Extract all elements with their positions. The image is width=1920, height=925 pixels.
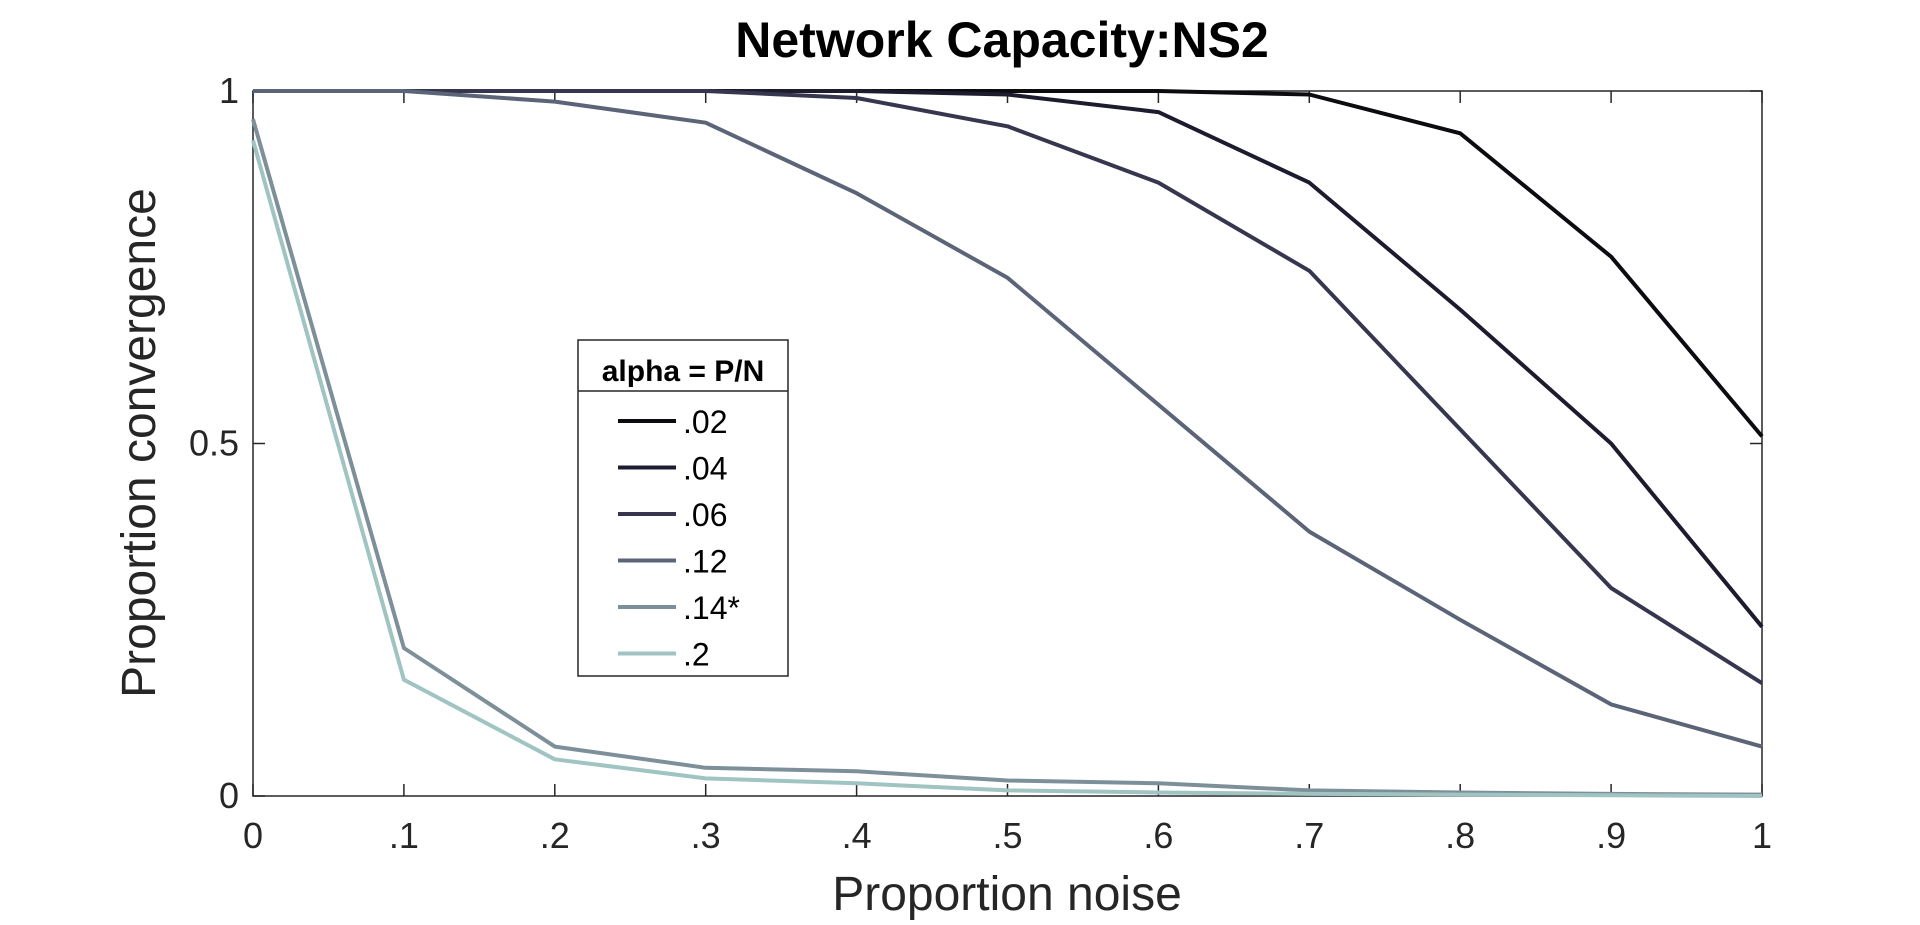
y-tick-label: 0 [219,775,239,816]
x-axis: 0 .1 .2 .3 .4 .5 .6 .7 .8 .9 1 [243,91,1772,856]
y-axis: 00.51 [189,70,1762,816]
x-tick-label: .8 [1445,815,1475,856]
legend-label: .02 [683,404,727,440]
x-tick-label: .2 [540,815,570,856]
plot-area [252,90,1763,797]
x-tick-label: .3 [691,815,721,856]
y-tick-label: 0.5 [189,423,239,464]
legend: alpha = P/N .02 .04 .06 .12 .14* .2 [577,339,789,677]
x-axis-label: Proportion noise [832,868,1182,921]
legend-label: .04 [683,451,727,487]
x-tick-label: .1 [389,815,419,856]
x-tick-label: .7 [1294,815,1324,856]
legend-items: .02 .04 .06 .12 .14* .2 [618,404,740,673]
legend-label: .06 [683,497,727,533]
legend-title: alpha = P/N [602,355,765,388]
x-tick-label: .6 [1143,815,1173,856]
legend-label: .12 [683,544,727,580]
x-tick-label: .4 [842,815,872,856]
series-line [253,89,1763,749]
y-axis-label: Proportion convergence [113,188,166,698]
y-tick-label: 1 [219,70,239,111]
chart-title: Network Capacity:NS2 [735,12,1269,68]
legend-label: .2 [683,637,710,673]
series-line [253,89,1764,685]
series-line [251,139,1763,798]
x-tick-label: 1 [1752,815,1772,856]
legend-box [577,339,789,677]
legend-label: .14* [683,590,740,626]
x-tick-label: .5 [992,815,1022,856]
x-tick-label: 0 [243,815,263,856]
series-lines [251,89,1764,798]
x-tick-label: .9 [1596,815,1626,856]
